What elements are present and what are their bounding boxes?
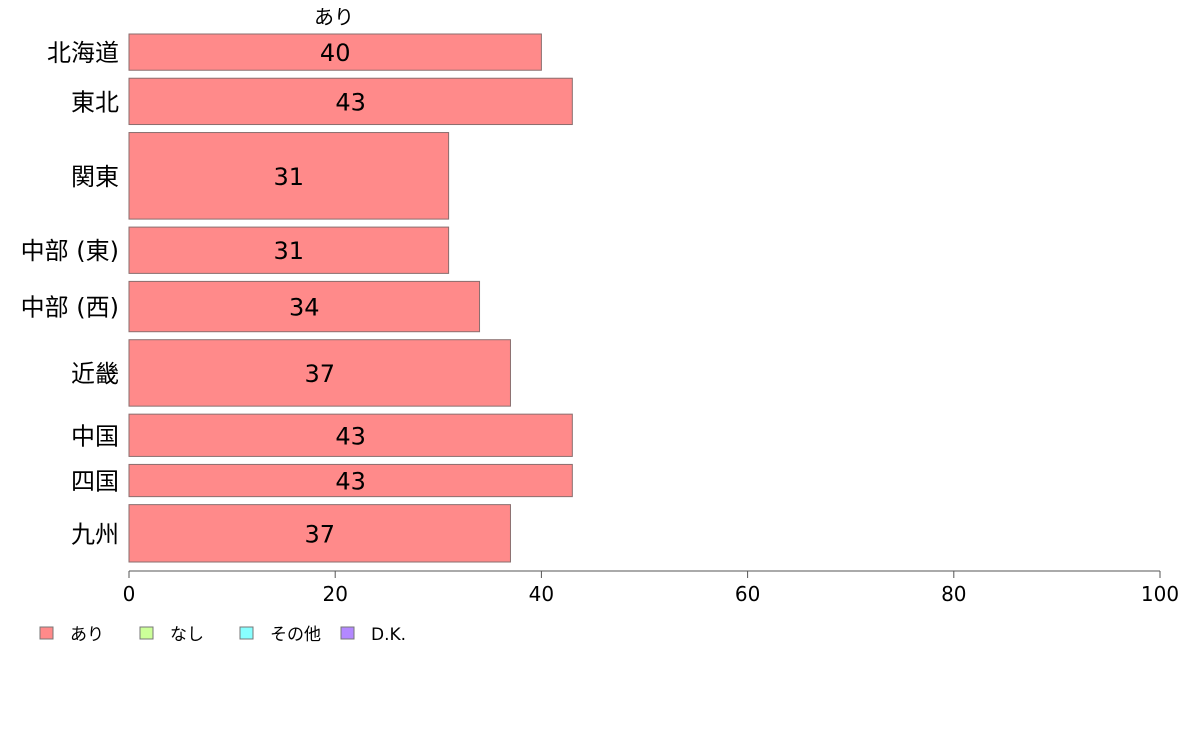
bar [128, 413, 573, 457]
bar [128, 77, 573, 126]
category-label: 中国 [71, 422, 119, 450]
legend-label: その他 [270, 625, 321, 645]
bar [128, 132, 450, 220]
legend-label: なし [170, 625, 204, 645]
bar [128, 463, 573, 498]
legend: あり なし その他 D.K. [39, 625, 406, 645]
bar-value-label: 31 [274, 237, 305, 265]
x-tick-label: 40 [529, 582, 554, 606]
x-tick-label: 100 [1141, 582, 1179, 606]
legend-swatch [340, 626, 355, 640]
bar-value-label: 37 [304, 520, 335, 548]
bar [128, 280, 481, 333]
bar-value-label: 43 [335, 88, 366, 116]
series-top-label: あり [314, 5, 354, 29]
bars-group: 北海道 40 東北 43 関東 31 中部 (東) 31 中部 (西) 34 近畿 37 中国 43 四国 4… [21, 33, 573, 563]
x-tick-label: 60 [735, 582, 760, 606]
bar [128, 339, 511, 407]
category-label: 中部 (西) [21, 294, 119, 322]
category-label: 近畿 [71, 360, 119, 388]
bar-value-label: 34 [289, 294, 320, 322]
bar-value-label: 31 [274, 163, 305, 191]
category-label: 四国 [71, 468, 119, 496]
legend-swatch [239, 626, 254, 640]
category-label: 中部 (東) [21, 237, 119, 265]
bar-value-label: 37 [304, 360, 335, 388]
category-label: 東北 [71, 88, 119, 116]
x-tick-label: 80 [941, 582, 966, 606]
x-tick-label: 0 [123, 582, 136, 606]
x-axis: 0 20 40 60 80 100 [123, 570, 1179, 606]
legend-swatch [39, 626, 54, 640]
category-label: 北海道 [47, 39, 119, 67]
category-label: 九州 [71, 520, 119, 548]
bar-value-label: 43 [335, 422, 366, 450]
bar-value-label: 40 [320, 39, 351, 67]
legend-swatch [139, 626, 154, 640]
legend-label: D.K. [371, 625, 406, 645]
bar-value-label: 43 [335, 468, 366, 496]
x-tick-label: 20 [322, 582, 347, 606]
bar [128, 504, 511, 563]
legend-label: あり [70, 625, 104, 645]
category-label: 関東 [71, 163, 119, 191]
bar [128, 226, 450, 274]
bar [128, 33, 542, 71]
